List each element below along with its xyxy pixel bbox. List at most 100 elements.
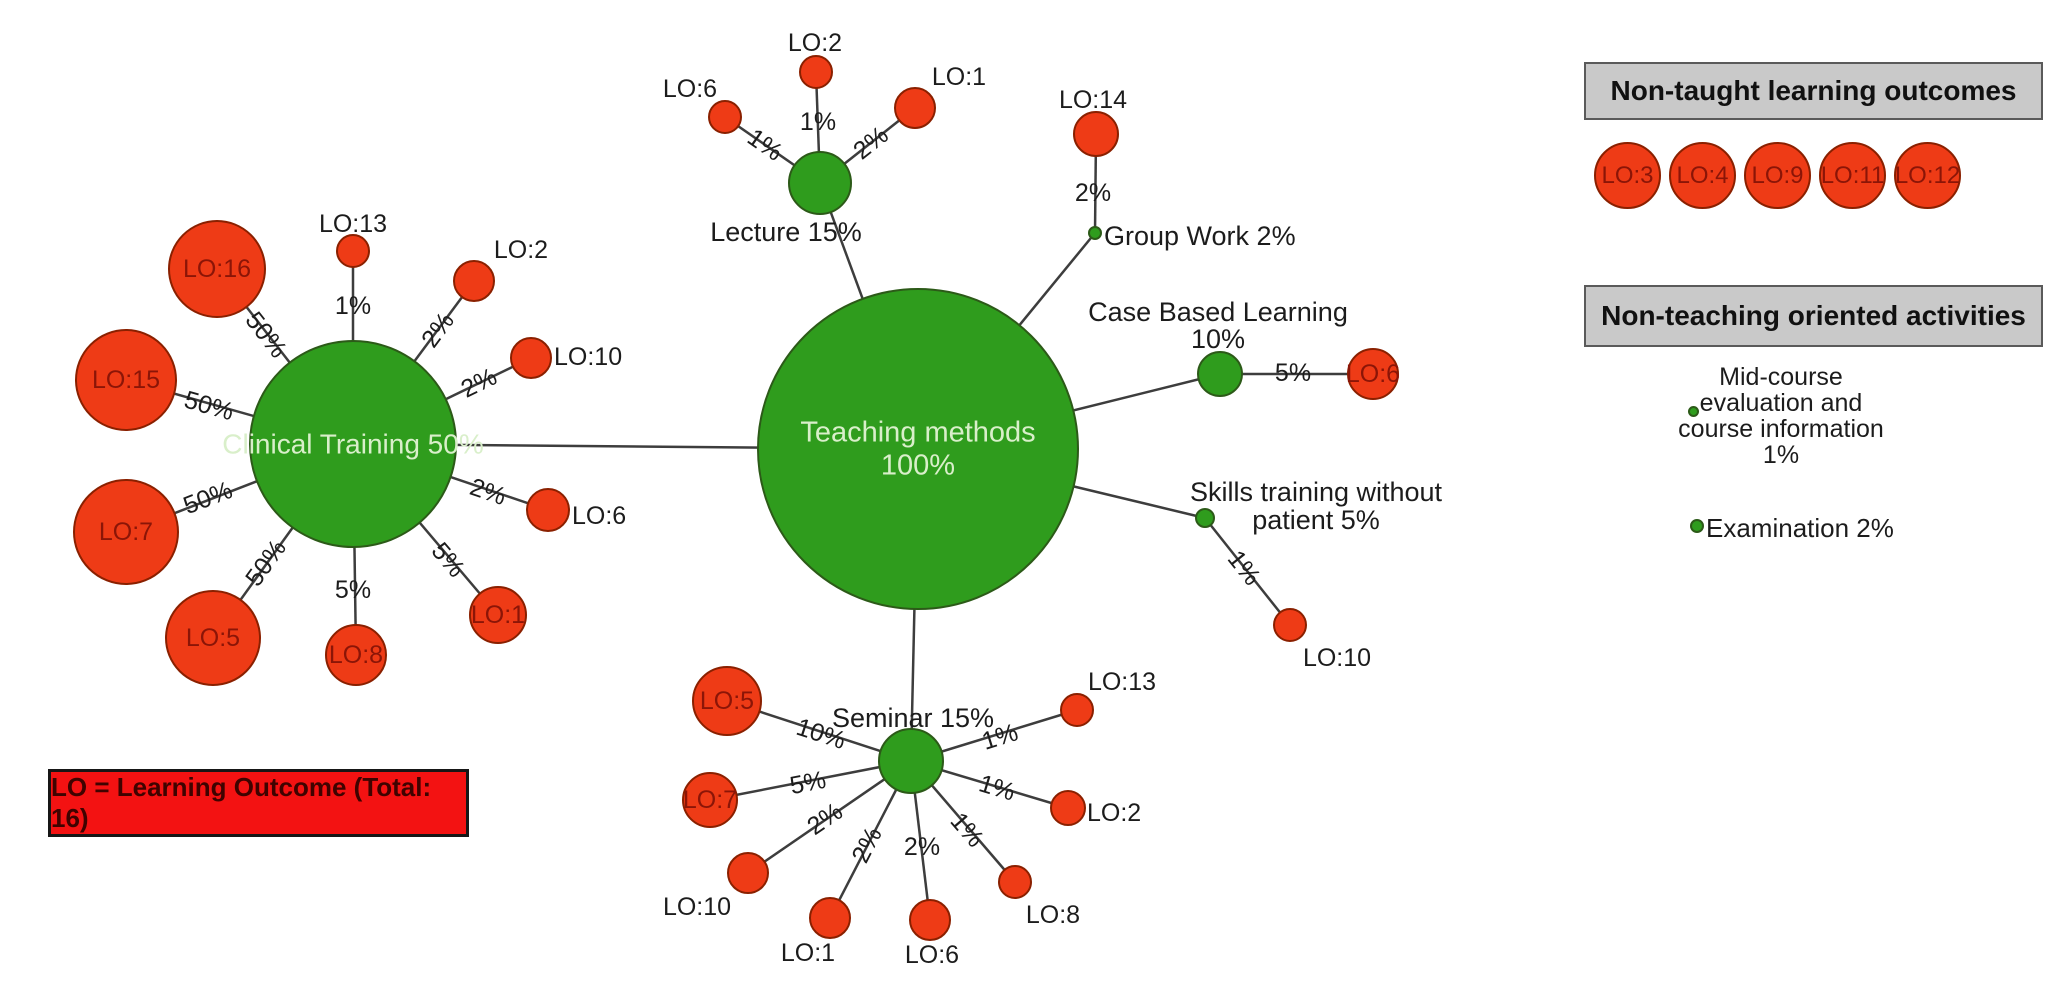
circle-l_lo6 bbox=[708, 100, 742, 134]
circle-s_lo5 bbox=[692, 666, 762, 736]
label-c_lo1: LO:1 bbox=[471, 601, 525, 629]
circle-cbl_lo6 bbox=[1347, 348, 1399, 400]
non-teaching-header: Non-teaching oriented activities bbox=[1584, 285, 2043, 347]
pct-seminar-s_lo1: 2% bbox=[846, 823, 887, 868]
pct-clinical-c_lo2: 2% bbox=[416, 307, 460, 353]
circle-c_lo15 bbox=[75, 329, 177, 431]
label-tm-2: 100% bbox=[881, 450, 955, 482]
pct-groupwork-gw_lo14: 2% bbox=[1075, 179, 1111, 207]
pct-seminar-s_lo6: 2% bbox=[904, 833, 940, 861]
label-s_lo10: LO:10 bbox=[663, 893, 731, 921]
circle-groupwork bbox=[1088, 226, 1102, 240]
activity-mid-course: Mid-course evaluation and course informa… bbox=[1656, 364, 1906, 468]
label-skills-2: patient 5% bbox=[1252, 505, 1380, 535]
label-c_lo6: LO:6 bbox=[572, 502, 626, 530]
edge-skills-sk_lo10 bbox=[1204, 517, 1291, 626]
non-taught-title: Non-taught learning outcomes bbox=[1610, 75, 2017, 106]
circle-c_lo10 bbox=[510, 337, 552, 379]
circle-s_lo10 bbox=[727, 852, 769, 894]
circle-l_lo1 bbox=[894, 87, 936, 129]
circle-gw_lo14 bbox=[1073, 111, 1119, 157]
circle-s_lo8 bbox=[998, 865, 1032, 899]
circle-s_lo13 bbox=[1060, 693, 1094, 727]
circle-clinical bbox=[249, 340, 457, 548]
examination-green-dot-icon bbox=[1690, 519, 1704, 533]
midcourse-line-2: evaluation and bbox=[1699, 389, 1863, 417]
label-c_lo8: LO:8 bbox=[329, 641, 383, 669]
pct-seminar-s_lo10: 2% bbox=[802, 797, 848, 841]
non-taught-outcomes-row: LO:3 LO:4 LO:9 LO:11 LO:12 bbox=[1594, 142, 1961, 209]
circles-layer bbox=[73, 55, 1399, 941]
pct-clinical-c_lo13: 1% bbox=[335, 292, 371, 320]
label-c_lo13: LO:13 bbox=[319, 210, 387, 238]
lo-legend-label: LO = Learning Outcome (Total: 16) bbox=[51, 772, 432, 833]
label-skills-1: Skills training without bbox=[1190, 477, 1443, 507]
non-taught-outcome-5: LO:12 bbox=[1894, 142, 1961, 209]
label-s_lo6: LO:6 bbox=[905, 941, 959, 969]
pct-clinical-c_lo10: 2% bbox=[457, 363, 502, 404]
pct-lecture-l_lo2: 1% bbox=[800, 108, 836, 136]
label-lecture: Lecture 15% bbox=[710, 217, 862, 247]
circle-skills bbox=[1195, 508, 1215, 528]
pct-clinical-c_lo15: 50% bbox=[181, 386, 237, 426]
circle-s_lo2 bbox=[1050, 790, 1086, 826]
label-s_lo7: LO:7 bbox=[683, 786, 737, 814]
label-gw_lo14: LO:14 bbox=[1059, 86, 1127, 114]
midcourse-line-1: Mid-course bbox=[1719, 363, 1843, 391]
circle-seminar bbox=[878, 728, 944, 794]
circle-l_lo2 bbox=[799, 55, 833, 89]
pct-seminar-s_lo2: 1% bbox=[976, 769, 1019, 806]
pct-clinical-c_lo8: 5% bbox=[335, 576, 371, 604]
non-taught-outcome-2: LO:4 bbox=[1669, 142, 1736, 209]
pct-lecture-l_lo6: 1% bbox=[742, 123, 788, 167]
label-c_lo2: LO:2 bbox=[494, 236, 548, 264]
circle-sk_lo10 bbox=[1273, 608, 1307, 642]
label-l_lo1: LO:1 bbox=[932, 63, 986, 91]
label-c_lo16: LO:16 bbox=[183, 255, 251, 283]
label-cbl-1: Case Based Learning bbox=[1088, 297, 1348, 327]
circle-s_lo1 bbox=[809, 897, 851, 939]
label-groupwork: Group Work 2% bbox=[1104, 221, 1296, 251]
label-l_lo2: LO:2 bbox=[788, 29, 842, 57]
pct-seminar-s_lo7: 5% bbox=[788, 766, 829, 800]
circle-s_lo7 bbox=[682, 772, 738, 828]
label-l_lo6: LO:6 bbox=[663, 75, 717, 103]
midcourse-green-dot-icon bbox=[1688, 406, 1699, 417]
label-c_lo10: LO:10 bbox=[554, 343, 622, 371]
label-sk_lo10: LO:10 bbox=[1303, 644, 1371, 672]
label-c_lo15: LO:15 bbox=[92, 366, 160, 394]
label-s_lo8: LO:8 bbox=[1026, 901, 1080, 929]
activity-examination: Examination 2% bbox=[1706, 513, 1894, 543]
label-s_lo2: LO:2 bbox=[1087, 799, 1141, 827]
label-seminar: Seminar 15% bbox=[832, 703, 994, 733]
midcourse-line-3: course information bbox=[1678, 415, 1884, 443]
pct-clinical-c_lo7: 50% bbox=[180, 476, 237, 520]
circle-c_lo6 bbox=[526, 488, 570, 532]
circle-cbl bbox=[1197, 351, 1243, 397]
pct-clinical-c_lo5: 50% bbox=[240, 535, 292, 592]
label-clinical: Clinical Training 50% bbox=[222, 429, 483, 460]
circle-tm bbox=[757, 288, 1079, 610]
label-cbl_lo6: LO:6 bbox=[1346, 360, 1400, 388]
circle-c_lo8 bbox=[325, 624, 387, 686]
circle-c_lo13 bbox=[336, 234, 370, 268]
pct-lecture-l_lo1: 2% bbox=[848, 121, 894, 165]
circle-lecture bbox=[788, 151, 852, 215]
label-tm-1: Teaching methods bbox=[800, 417, 1035, 449]
lo-legend: LO = Learning Outcome (Total: 16) bbox=[48, 769, 469, 837]
label-s_lo5: LO:5 bbox=[700, 687, 754, 715]
midcourse-line-4: 1% bbox=[1762, 441, 1800, 469]
pct-cbl-cbl_lo6: 5% bbox=[1275, 359, 1311, 387]
circle-c_lo5 bbox=[165, 590, 261, 686]
non-taught-outcome-4: LO:11 bbox=[1819, 142, 1886, 209]
circle-c_lo2 bbox=[453, 260, 495, 302]
circle-c_lo16 bbox=[168, 220, 266, 318]
circle-c_lo1 bbox=[469, 586, 527, 644]
label-c_lo7: LO:7 bbox=[99, 518, 153, 546]
label-s_lo13: LO:13 bbox=[1088, 668, 1156, 696]
circle-s_lo6 bbox=[909, 899, 951, 941]
pct-clinical-c_lo6: 2% bbox=[466, 473, 509, 511]
edge-seminar-s_lo7 bbox=[709, 759, 912, 802]
